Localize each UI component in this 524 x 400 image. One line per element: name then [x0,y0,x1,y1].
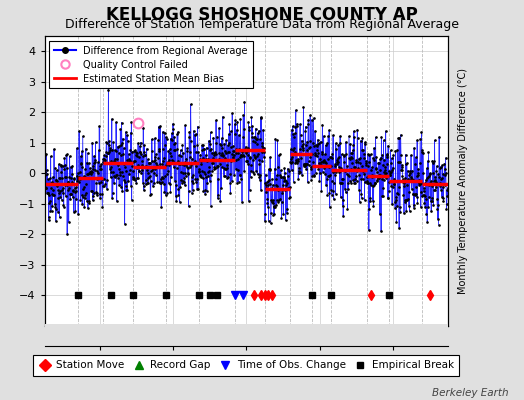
Text: Berkeley Earth: Berkeley Earth [432,388,508,398]
Y-axis label: Monthly Temperature Anomaly Difference (°C): Monthly Temperature Anomaly Difference (… [458,68,468,294]
Text: Difference of Station Temperature Data from Regional Average: Difference of Station Temperature Data f… [65,18,459,31]
Legend: Station Move, Record Gap, Time of Obs. Change, Empirical Break: Station Move, Record Gap, Time of Obs. C… [34,355,459,376]
Text: KELLOGG SHOSHONE COUNTY AP: KELLOGG SHOSHONE COUNTY AP [106,6,418,24]
Legend: Difference from Regional Average, Quality Control Failed, Estimated Station Mean: Difference from Regional Average, Qualit… [49,41,253,88]
